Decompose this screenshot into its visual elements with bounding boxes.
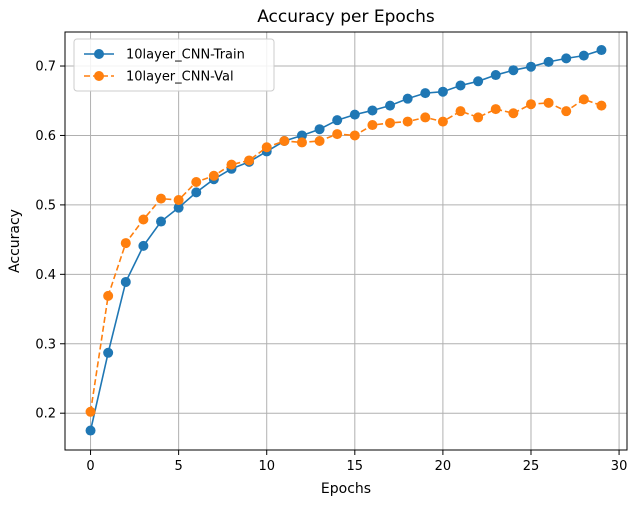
data-point [525,99,536,110]
chart-title: Accuracy per Epochs [257,7,435,27]
data-point [103,290,114,301]
data-point [85,425,96,436]
data-point [402,116,413,127]
data-point [332,115,343,126]
data-point [314,124,325,135]
legend-entry: 10layer_CNN-Train [84,48,245,63]
data-point [103,347,114,358]
data-point [578,50,589,61]
legend: 10layer_CNN-Train 10layer_CNN-Val [73,38,275,92]
data-point [508,108,519,119]
x-tick-label: 5 [174,459,182,474]
legend-box [73,38,275,92]
data-point [402,93,413,104]
data-point [525,61,536,72]
data-point [473,112,484,123]
y-tick-label: 0.5 [35,198,56,213]
grid [65,32,627,450]
data-point [437,86,448,97]
data-point [473,76,484,87]
data-point [85,406,96,417]
data-point [156,216,167,227]
legend-marker [94,71,104,81]
y-tick-label: 0.7 [35,60,56,75]
data-point [191,176,202,187]
data-point [261,142,272,153]
legend-marker [94,49,104,59]
data-point [296,137,307,148]
legend-items: 10layer_CNN-Train 10layer_CNN-Val [84,48,245,85]
y-tick-label: 0.6 [35,129,56,144]
data-point [385,117,396,128]
data-point [191,187,202,198]
x-tick-label: 30 [611,459,628,474]
series-train [85,45,607,436]
data-point [367,120,378,131]
x-tick-label: 20 [435,459,452,474]
x-tick-label: 10 [258,459,275,474]
data-point [120,276,131,287]
data-point [173,195,184,206]
data-point [279,136,290,147]
data-point [173,202,184,213]
data-point [490,70,501,81]
series-group [85,45,607,436]
data-point [508,65,519,76]
y-axis-title: Accuracy [7,209,23,273]
y-tick-label: 0.3 [35,337,56,352]
data-point [349,109,360,120]
x-tick-label: 25 [523,459,540,474]
data-point [226,159,237,170]
data-point [437,116,448,127]
x-axis-title: Epochs [321,481,371,497]
data-point [490,104,501,115]
data-point [385,100,396,111]
data-point [561,53,572,64]
data-point [455,106,466,117]
data-point [314,136,325,147]
data-point [367,105,378,116]
data-point [208,170,219,181]
data-point [138,240,149,251]
data-point [244,155,255,166]
plot-frame [64,31,628,451]
data-point [349,130,360,141]
data-point [455,80,466,91]
data-point [543,97,554,108]
series-val [85,94,607,417]
data-point [420,88,431,99]
data-point [561,106,572,117]
y-tick-label: 0.2 [35,407,56,422]
data-point [578,94,589,105]
axis-ticks: 0 5 10 15 20 25 30 0.2 0.3 0.4 0.5 0.6 0.7 [35,60,627,474]
x-tick-label: 0 [86,459,94,474]
data-point [138,214,149,225]
data-point [156,193,167,204]
data-point [296,130,307,141]
data-point [596,100,607,111]
x-tick-label: 15 [347,459,364,474]
data-point [543,56,554,67]
legend-label: 10layer_CNN-Val [126,70,234,85]
series-line [89,98,602,412]
y-tick-label: 0.4 [35,268,56,283]
data-point [596,45,607,56]
legend-entry: 10layer_CNN-Val [84,70,234,85]
data-point [332,129,343,140]
data-point [420,112,431,123]
data-point [120,238,131,249]
legend-label: 10layer_CNN-Train [126,48,245,63]
